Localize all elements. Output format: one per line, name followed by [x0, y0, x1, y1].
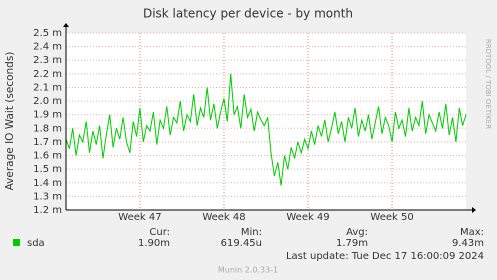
y-axis-label: Average IO Wait (seconds)	[4, 52, 16, 191]
y-tick-label: 2.3 m	[33, 55, 62, 66]
y-tick-label: 2.2 m	[33, 69, 62, 80]
x-tick-label: Week 50	[370, 212, 413, 223]
legend-header: Cur:	[149, 227, 170, 238]
y-tick-label: 1.7 m	[33, 137, 62, 148]
x-tick-label: Week 47	[118, 212, 161, 223]
y-tick-label: 1.9 m	[33, 110, 62, 121]
y-tick-label: 2.4 m	[33, 42, 62, 53]
legend-stat: 619.45u	[221, 238, 262, 249]
y-tick-label: 1.2 m	[33, 205, 62, 216]
legend-swatch	[13, 239, 20, 246]
y-tick-label: 1.4 m	[33, 178, 62, 189]
line	[65, 73, 467, 186]
y-tick-label: 1.5 m	[33, 164, 62, 175]
y-tick-label: 1.6 m	[33, 151, 62, 162]
y-tick-label: 1.3 m	[33, 191, 62, 202]
y-tick-label: 2.1 m	[33, 82, 62, 93]
legend-stat: 9.43m	[452, 238, 484, 249]
chart-title: Disk latency per device - by month	[143, 7, 353, 21]
legend-stat: 1.79m	[336, 238, 368, 249]
legend-header: Avg:	[346, 227, 368, 238]
x-tick-label: Week 49	[286, 212, 329, 223]
y-tick-label: 1.8 m	[33, 123, 62, 134]
legend-header: Max:	[460, 227, 484, 238]
axis-arrow	[472, 207, 476, 213]
side-text: RRDTOOL / TOBI OETIKER	[484, 39, 492, 129]
y-tick-label: 2.5 m	[33, 28, 62, 39]
axis-arrow	[63, 23, 69, 27]
y-tick-label: 2.0 m	[33, 96, 62, 107]
footer: Munin 2.0.33-1	[218, 266, 278, 275]
legend-header: Min:	[241, 227, 262, 238]
last-update: Last update: Tue Dec 17 16:00:09 2024	[286, 251, 484, 262]
x-tick-label: Week 48	[202, 212, 245, 223]
legend-label: sda	[27, 238, 45, 249]
legend-stat: 1.90m	[138, 238, 170, 249]
